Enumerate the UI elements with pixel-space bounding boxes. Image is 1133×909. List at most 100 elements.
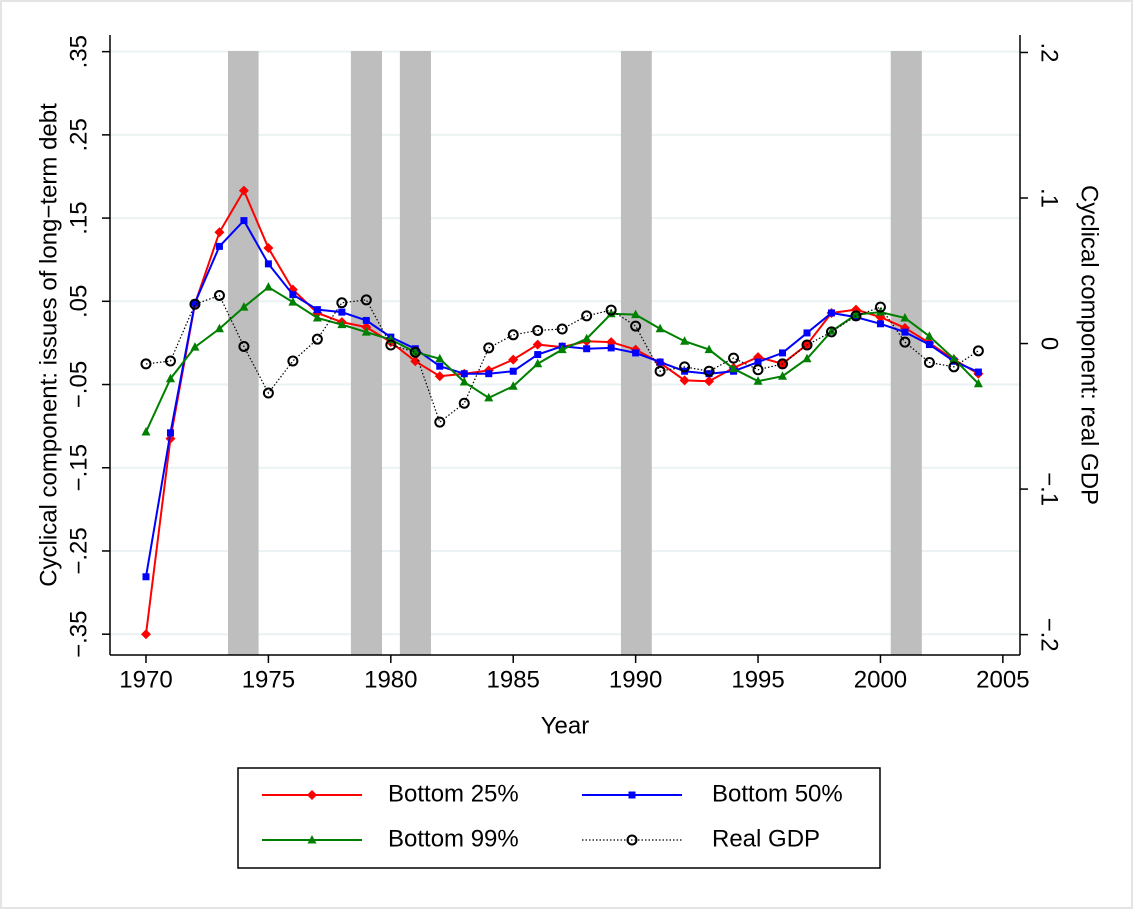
y-tick-label: −.25 [65, 527, 92, 574]
data-point [362, 316, 370, 324]
data-point [338, 308, 346, 316]
data-point [434, 416, 446, 428]
data-point [509, 367, 517, 375]
data-point [263, 282, 273, 291]
y-tick-label: .25 [65, 118, 92, 151]
data-point [191, 299, 199, 307]
y-tick-label: −.05 [65, 361, 92, 408]
data-point [507, 329, 519, 341]
data-point [166, 429, 174, 437]
legend-marker [628, 791, 636, 799]
x-tick-label: 1980 [364, 666, 417, 693]
data-point [483, 342, 495, 354]
x-axis-title: Year [541, 712, 590, 739]
data-point [409, 346, 421, 358]
data-point [337, 319, 347, 329]
x-tick-label: 2000 [854, 666, 907, 693]
data-point [508, 354, 519, 365]
data-point [459, 377, 469, 386]
data-point [189, 298, 201, 310]
legend-label: Bottom 25% [388, 780, 519, 807]
x-tick-label: 1995 [731, 666, 784, 693]
data-point [753, 376, 763, 385]
data-point [656, 358, 664, 366]
legend-label: Bottom 99% [388, 825, 519, 852]
data-point [213, 290, 225, 302]
data-point [605, 304, 617, 316]
data-point [924, 331, 934, 340]
recession-band [890, 51, 922, 655]
x-tick-label: 1985 [487, 666, 540, 693]
data-point [214, 323, 224, 333]
data-point [654, 365, 666, 377]
data-point [435, 353, 445, 363]
y-tick-label: −.15 [65, 444, 92, 491]
data-point [436, 362, 444, 370]
data-point [899, 336, 911, 348]
legend-label: Real GDP [712, 825, 820, 852]
x-tick-label: 1990 [609, 666, 662, 693]
data-point [140, 358, 152, 370]
y2-tick-label: 0 [1036, 337, 1063, 350]
data-point [581, 310, 593, 322]
data-point [533, 358, 543, 368]
data-point [679, 375, 690, 386]
data-point [410, 347, 420, 356]
data-point [557, 344, 567, 354]
data-point [287, 355, 299, 367]
data-point [655, 323, 665, 333]
y-axis-title: Cyclical component: issues of long−term … [35, 103, 62, 587]
series-line [145, 294, 979, 424]
y-tick-label: .35 [65, 35, 92, 68]
data-point [704, 344, 714, 354]
data-point [360, 294, 372, 306]
data-point [876, 320, 884, 328]
y2-tick-label: .2 [1036, 42, 1063, 62]
data-point [215, 242, 223, 250]
data-point [680, 336, 690, 345]
data-point [705, 370, 713, 378]
data-point [263, 243, 274, 254]
data-point [900, 312, 910, 322]
data-point [679, 361, 691, 373]
data-point [165, 373, 175, 383]
data-point [827, 309, 835, 317]
data-point [582, 333, 592, 343]
data-point [190, 342, 200, 351]
data-point [703, 365, 715, 377]
data-point [925, 341, 933, 349]
data-point [778, 371, 788, 380]
data-point [631, 309, 641, 319]
data-point [777, 358, 789, 370]
data-point [532, 339, 543, 350]
data-point [410, 356, 421, 367]
data-point [288, 297, 298, 306]
x-tick-label: 1970 [119, 666, 172, 693]
data-point [801, 339, 813, 351]
data-point [973, 378, 983, 388]
data-point [142, 573, 150, 581]
data-point [948, 361, 960, 373]
y2-axis-title: Cyclical component: real GDP [1076, 185, 1103, 505]
data-point [262, 387, 274, 399]
data-point [534, 351, 542, 359]
data-point [264, 260, 272, 268]
recession-band [228, 51, 259, 655]
data-point [825, 326, 837, 338]
data-point [803, 329, 811, 337]
legend-label: Bottom 50% [712, 780, 843, 807]
data-point [239, 302, 249, 311]
legend-marker [307, 835, 317, 844]
data-point [974, 368, 982, 376]
data-point [704, 376, 715, 387]
data-point [164, 355, 176, 367]
data-point [238, 340, 250, 352]
data-point [779, 349, 787, 357]
data-point [484, 392, 494, 402]
data-point [238, 185, 249, 196]
x-tick-label: 1975 [242, 666, 295, 693]
y-tick-label: −.35 [65, 610, 92, 657]
data-point [556, 323, 568, 335]
data-point [140, 629, 151, 640]
